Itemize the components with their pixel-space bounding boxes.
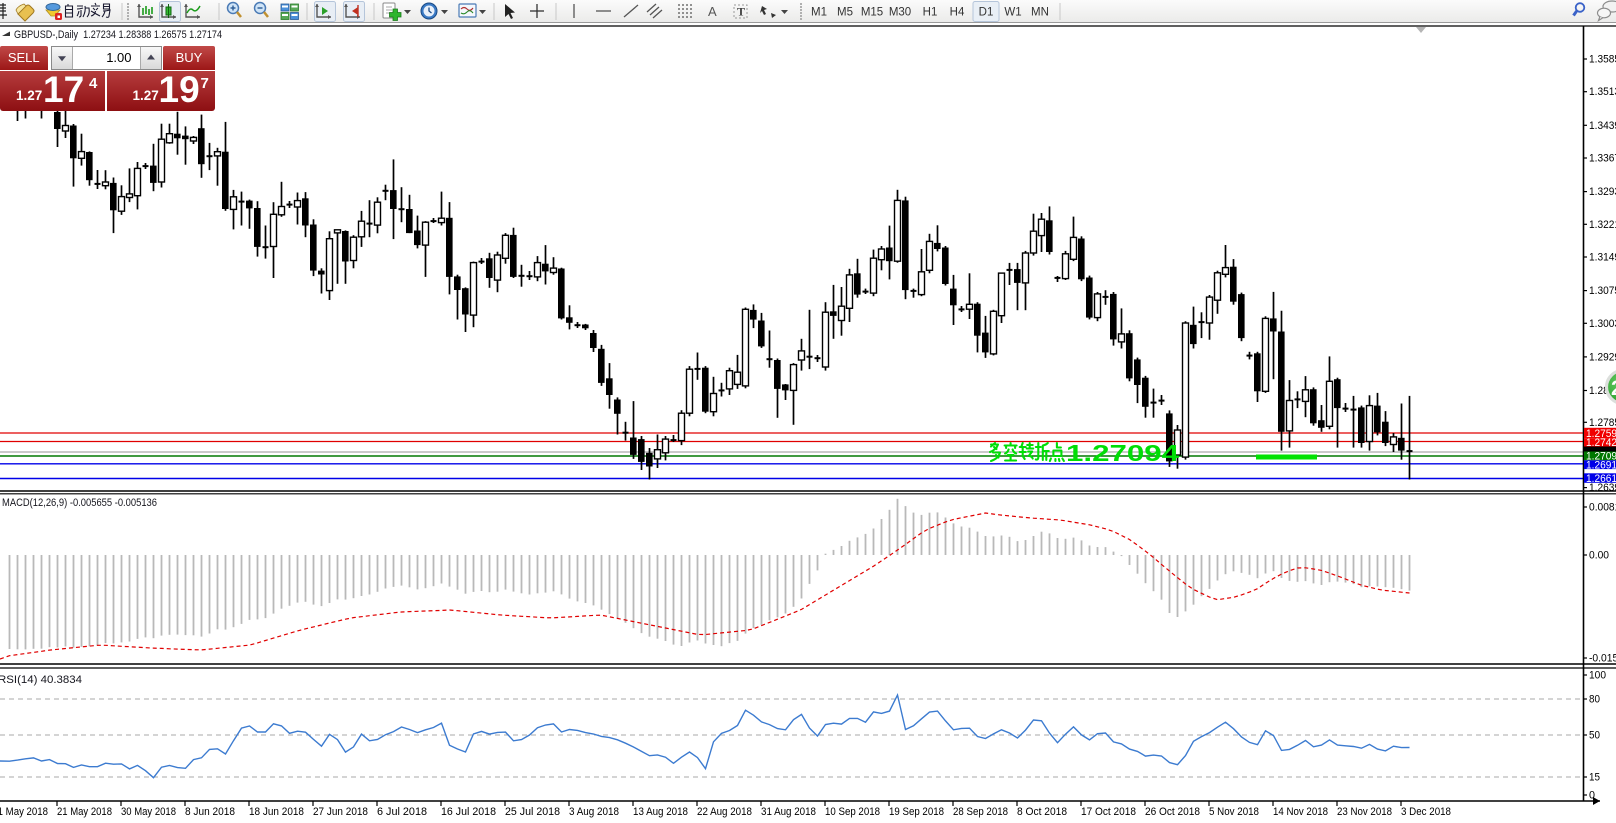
svg-text:M30: M30 xyxy=(889,7,911,19)
svg-text:1.2929: 1.2929 xyxy=(1589,351,1616,363)
svg-text:23 Nov 2018: 23 Nov 2018 xyxy=(1337,806,1392,818)
svg-text:18 Jun 2018: 18 Jun 2018 xyxy=(249,806,304,818)
svg-text:-0.0152: -0.0152 xyxy=(1589,653,1616,665)
svg-text:26 Oct 2018: 26 Oct 2018 xyxy=(1145,806,1200,818)
svg-text:1.3075: 1.3075 xyxy=(1589,285,1616,297)
svg-text:1.3585: 1.3585 xyxy=(1589,54,1616,66)
svg-text:H4: H4 xyxy=(950,7,965,19)
svg-text:10 Sep 2018: 10 Sep 2018 xyxy=(825,806,880,818)
svg-text:1.2691: 1.2691 xyxy=(1586,460,1616,472)
svg-text:8 Jun 2018: 8 Jun 2018 xyxy=(185,806,235,818)
svg-text:14 Nov 2018: 14 Nov 2018 xyxy=(1273,806,1328,818)
svg-text:5 Nov 2018: 5 Nov 2018 xyxy=(1209,806,1259,818)
svg-text:1.2639: 1.2639 xyxy=(1589,482,1616,494)
svg-text:80: 80 xyxy=(1589,694,1600,706)
svg-text:A: A xyxy=(708,4,717,19)
svg-text:22 Aug 2018: 22 Aug 2018 xyxy=(697,806,752,818)
svg-text:19 Sep 2018: 19 Sep 2018 xyxy=(889,806,944,818)
svg-text:1.2742: 1.2742 xyxy=(1586,437,1616,449)
svg-text:1.3439: 1.3439 xyxy=(1589,120,1616,132)
svg-text:13 Aug 2018: 13 Aug 2018 xyxy=(633,806,688,818)
svg-text:28 Sep 2018: 28 Sep 2018 xyxy=(953,806,1008,818)
svg-text:M1: M1 xyxy=(811,7,827,19)
svg-text:1.3513: 1.3513 xyxy=(1589,86,1616,98)
svg-text:0.00816: 0.00816 xyxy=(1589,502,1616,514)
svg-text:15: 15 xyxy=(1589,772,1600,784)
svg-text:1.3149: 1.3149 xyxy=(1589,252,1616,264)
svg-text:0.00: 0.00 xyxy=(1589,550,1609,562)
svg-text:RSI(14) 40.3834: RSI(14) 40.3834 xyxy=(0,674,82,686)
svg-text:17 Oct 2018: 17 Oct 2018 xyxy=(1081,806,1136,818)
svg-text:T: T xyxy=(737,5,745,19)
svg-text:2: 2 xyxy=(1611,377,1616,400)
svg-text:D1: D1 xyxy=(979,7,994,19)
svg-text:M15: M15 xyxy=(861,7,883,19)
svg-text:M5: M5 xyxy=(837,7,853,19)
svg-text:50: 50 xyxy=(1589,730,1600,742)
svg-text:GBPUSD-,Daily 1.27234 1.28388: GBPUSD-,Daily 1.27234 1.28388 1.26575 1.… xyxy=(14,29,222,41)
svg-text:31 Aug 2018: 31 Aug 2018 xyxy=(761,806,816,818)
svg-text:1.27094: 1.27094 xyxy=(1066,440,1179,466)
svg-text:25 Jul 2018: 25 Jul 2018 xyxy=(505,806,560,818)
svg-text:1.2759: 1.2759 xyxy=(1586,428,1616,440)
svg-text:W1: W1 xyxy=(1004,7,1021,19)
svg-text:27 Jun 2018: 27 Jun 2018 xyxy=(313,806,368,818)
svg-text:16 Jul 2018: 16 Jul 2018 xyxy=(441,806,496,818)
svg-text:1.3293: 1.3293 xyxy=(1589,186,1616,198)
svg-text:0: 0 xyxy=(1589,790,1595,802)
svg-text:21 May 2018: 21 May 2018 xyxy=(57,806,112,818)
svg-text:3 Aug 2018: 3 Aug 2018 xyxy=(569,806,619,818)
svg-text:1.2661: 1.2661 xyxy=(1586,473,1616,485)
svg-text:MN: MN xyxy=(1031,7,1049,19)
svg-text:6 Jul 2018: 6 Jul 2018 xyxy=(377,806,427,818)
svg-text:11 May 2018: 11 May 2018 xyxy=(0,806,48,818)
svg-text:1.3367: 1.3367 xyxy=(1589,153,1616,165)
svg-text:100: 100 xyxy=(1589,670,1606,682)
svg-text:8 Oct 2018: 8 Oct 2018 xyxy=(1017,806,1067,818)
svg-text:1.2709: 1.2709 xyxy=(1586,451,1616,463)
svg-text:3 Dec 2018: 3 Dec 2018 xyxy=(1401,806,1451,818)
svg-text:30 May 2018: 30 May 2018 xyxy=(121,806,176,818)
svg-text:1.3003: 1.3003 xyxy=(1589,318,1616,330)
svg-text:MACD(12,26,9) -0.005655 -0.005: MACD(12,26,9) -0.005655 -0.005136 xyxy=(2,497,157,509)
svg-text:1.2785: 1.2785 xyxy=(1589,417,1616,429)
svg-text:H1: H1 xyxy=(923,7,938,19)
